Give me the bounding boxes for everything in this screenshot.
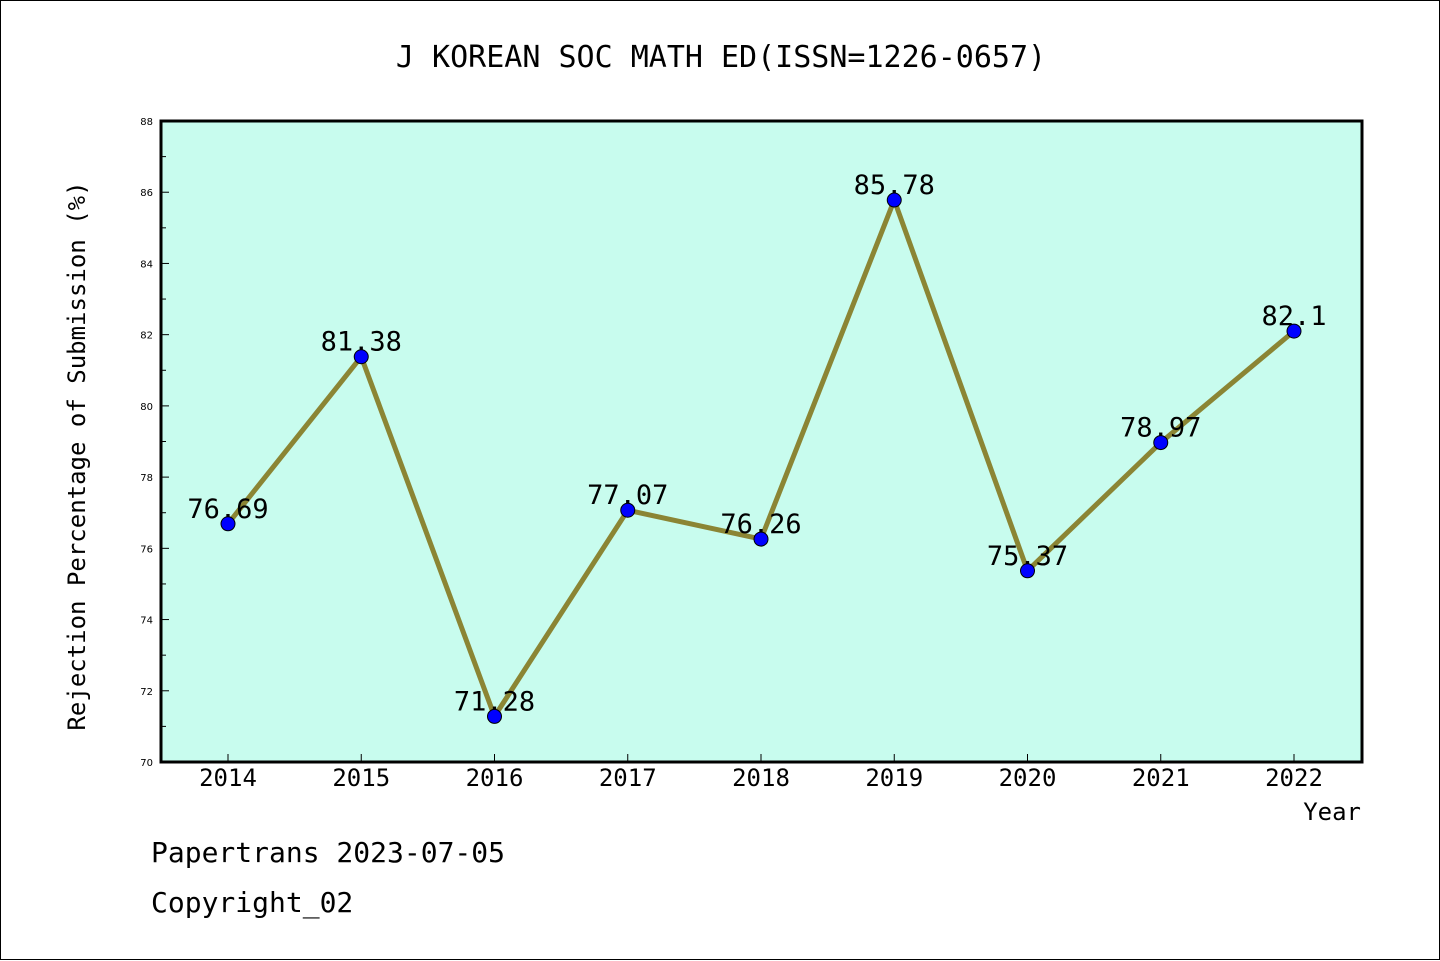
x-tick-label: 2022 xyxy=(1265,764,1323,792)
y-tick-label: 70 xyxy=(140,758,153,769)
x-tick-label: 2014 xyxy=(199,764,257,792)
y-axis-label: Rejection Percentage of Submission (%) xyxy=(63,181,91,730)
y-tick-label: 74 xyxy=(140,616,153,627)
y-tick-label: 76 xyxy=(140,544,153,555)
data-point xyxy=(753,531,769,547)
x-tick-label: 2018 xyxy=(732,764,790,792)
y-tick-label: 88 xyxy=(140,117,153,128)
x-tick-label: 2019 xyxy=(865,764,923,792)
chart-title: J KOREAN SOC MATH ED(ISSN=1226-0657) xyxy=(396,40,1046,75)
x-axis-label: Year xyxy=(1303,798,1361,826)
y-axis: 70 72 74 76 78 80 82 84 86 88 xyxy=(140,117,169,769)
data-point xyxy=(620,502,636,518)
data-point xyxy=(353,349,369,365)
data-point xyxy=(1286,323,1302,339)
y-tick-label: 84 xyxy=(140,259,153,270)
x-tick-label: 2015 xyxy=(332,764,390,792)
y-tick-label: 86 xyxy=(140,188,153,199)
data-point xyxy=(1020,563,1035,579)
footer-copyright: Copyright_02 xyxy=(151,886,354,919)
data-point xyxy=(220,516,236,532)
x-tick-label: 2017 xyxy=(599,764,657,792)
data-point xyxy=(1153,435,1169,451)
y-tick-label: 82 xyxy=(140,331,153,342)
y-tick-label: 78 xyxy=(140,473,153,484)
data-point xyxy=(886,192,902,208)
x-tick-label: 2021 xyxy=(1132,764,1190,792)
x-tick-label: 2020 xyxy=(999,764,1057,792)
y-tick-label: 72 xyxy=(140,687,153,698)
x-tick-label: 2016 xyxy=(466,764,524,792)
data-point xyxy=(487,708,502,724)
y-tick-label: 80 xyxy=(140,402,153,413)
footer-credit: Papertrans 2023-07-05 xyxy=(151,836,506,869)
series-group: 76.6981.3871.2877.0776.2685.7875.3778.97… xyxy=(187,170,1327,724)
x-axis: 2014 2015 2016 2017 2018 2019 2020 2021 2022 xyxy=(199,754,1323,792)
